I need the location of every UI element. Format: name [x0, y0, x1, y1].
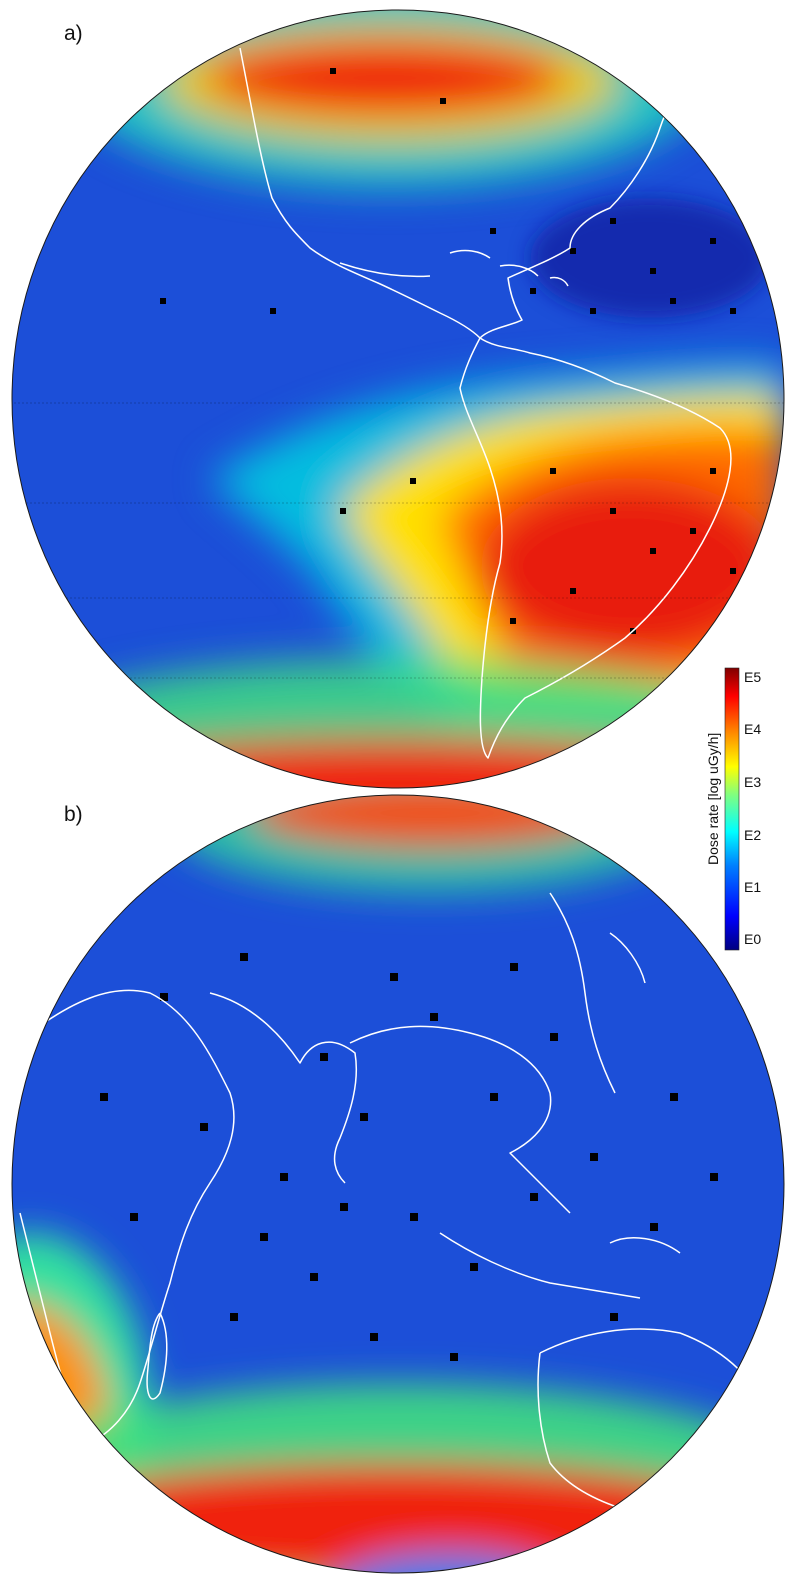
north-dark-patch-a — [530, 198, 770, 318]
colorbar-tick-e2: E2 — [744, 827, 761, 843]
panel-a-label: a) — [64, 22, 83, 45]
colorbar-gradient — [724, 667, 740, 951]
southeast-asia-coast-b — [349, 1025, 571, 1214]
coastlines-a — [239, 47, 732, 759]
graticule-a — [12, 402, 784, 679]
colorbar-tick-e1: E1 — [744, 879, 761, 895]
arabia-india-coast-b — [209, 992, 358, 1184]
north-america-coast-a — [239, 47, 711, 339]
madagascar-coast-b — [146, 1312, 168, 1400]
saa-peak-a — [480, 478, 780, 658]
missing-data-pixels-a — [160, 68, 736, 634]
globe-a-rim — [11, 9, 785, 789]
japan-coast-b — [609, 932, 646, 984]
dose-rate-colorbar: Dose rate [log uGy/h] E5 E4 E3 E2 E1 E0 — [705, 667, 761, 951]
globe-map-a — [11, 9, 785, 789]
north-belt-core-a — [205, 40, 565, 116]
caribbean-islands-a — [449, 249, 569, 287]
coastlines-b — [19, 892, 774, 1512]
colorbar-tick-e3: E3 — [744, 774, 761, 790]
colorbar-tick-e0: E0 — [744, 931, 761, 947]
indonesia-coast-b — [439, 1232, 681, 1299]
colorbar-tick-e4: E4 — [744, 721, 761, 737]
south-belt-core-a — [38, 738, 758, 788]
south-america-coast-a — [459, 337, 732, 759]
africa-coast-b — [19, 989, 235, 1444]
globe-b-rim — [11, 794, 785, 1574]
missing-data-pixels-b — [100, 953, 718, 1361]
colorbar-tick-e5: E5 — [744, 669, 761, 685]
panel-b-label: b) — [64, 803, 83, 826]
colorbar-title: Dose rate [log uGy/h] — [705, 733, 721, 865]
gulf-coast-a — [339, 262, 431, 278]
globe-map-b — [11, 794, 785, 1574]
colorbar-ticks: E5 E4 E3 E2 E1 E0 — [744, 669, 761, 947]
east-asia-coast-b — [549, 892, 616, 1094]
